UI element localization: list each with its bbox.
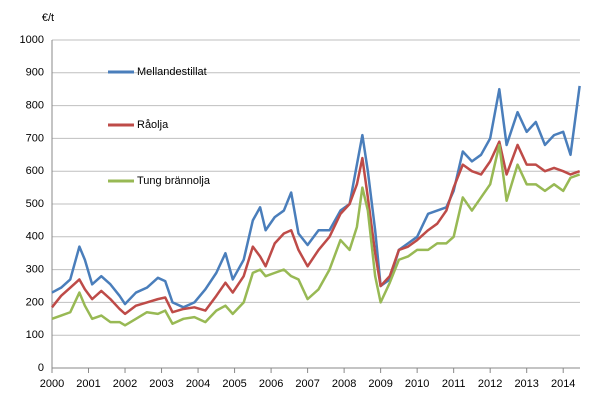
x-tick-label: 2001 — [76, 378, 100, 390]
y-tick-label: 800 — [26, 100, 44, 112]
series-line — [51, 85, 581, 309]
legend-label: Mellandestillat — [137, 66, 207, 78]
x-tick-label: 2012 — [478, 378, 502, 390]
series-line — [51, 143, 581, 327]
series-line — [51, 140, 581, 316]
legend-label: Tung brännolja — [137, 175, 211, 187]
x-tick-label: 2007 — [295, 378, 319, 390]
y-tick-label: 1000 — [20, 34, 44, 46]
x-tick-label: 2009 — [368, 378, 392, 390]
y-axis-label: €/t — [42, 12, 54, 24]
y-tick-label: 100 — [26, 329, 44, 341]
x-tick-label: 2000 — [40, 378, 64, 390]
x-tick-label: 2011 — [442, 378, 466, 390]
x-tick-label: 2010 — [405, 378, 429, 390]
y-tick-label: 900 — [26, 67, 44, 79]
y-tick-label: 700 — [26, 132, 44, 144]
x-tick-label: 2002 — [113, 378, 137, 390]
y-tick-label: 600 — [26, 165, 44, 177]
legend-label: Råolja — [137, 119, 169, 131]
x-tick-label: 2003 — [149, 378, 173, 390]
x-tick-label: 2006 — [259, 378, 283, 390]
x-tick-label: 2013 — [514, 378, 538, 390]
y-tick-label: 0 — [38, 362, 44, 374]
x-tick-label: 2008 — [332, 378, 356, 390]
y-tick-label: 500 — [26, 198, 44, 210]
x-tick-label: 2004 — [186, 378, 210, 390]
y-tick-label: 400 — [26, 231, 44, 243]
y-tick-label: 300 — [26, 264, 44, 276]
x-tick-label: 2005 — [222, 378, 246, 390]
y-tick-label: 200 — [26, 296, 44, 308]
x-tick-label: 2014 — [551, 378, 575, 390]
